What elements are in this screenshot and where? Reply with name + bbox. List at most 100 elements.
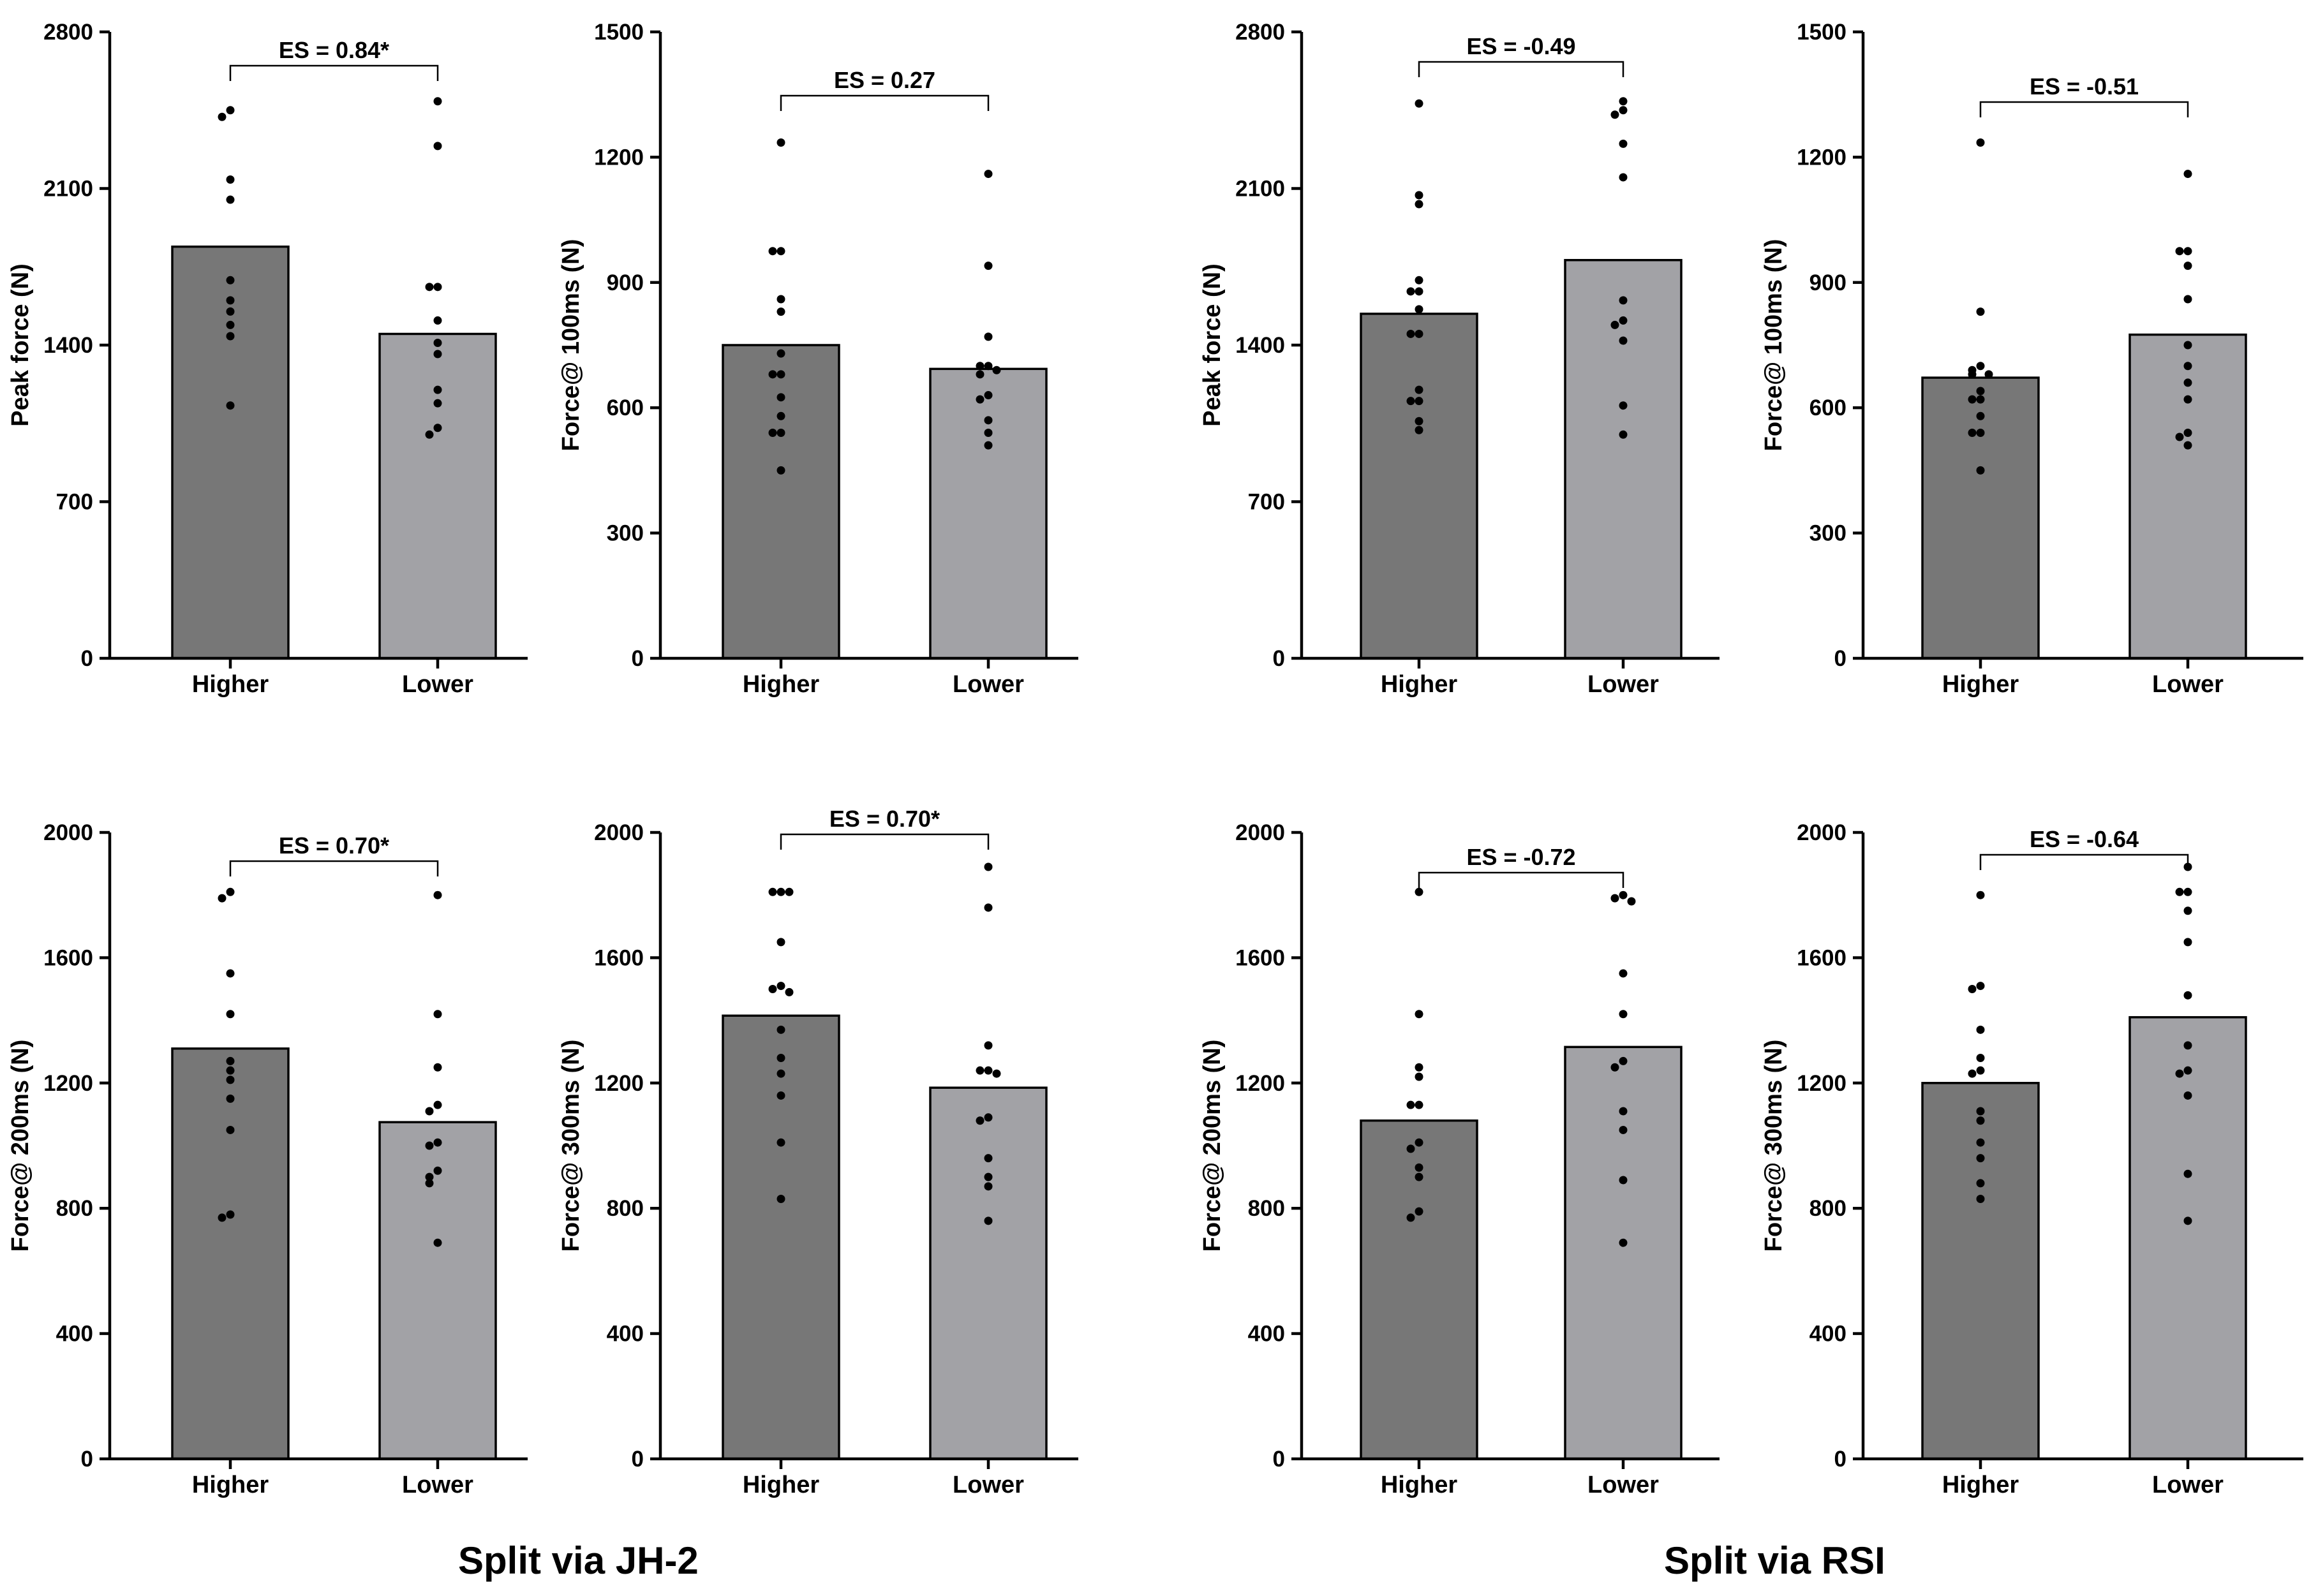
y-tick-label: 2000 bbox=[1235, 820, 1285, 845]
data-point bbox=[425, 1107, 434, 1116]
data-point bbox=[433, 1010, 442, 1019]
es-label: ES = -0.49 bbox=[1466, 33, 1575, 59]
y-tick-label: 0 bbox=[632, 646, 644, 671]
data-point bbox=[226, 1075, 235, 1084]
data-point bbox=[1415, 1063, 1423, 1072]
y-tick-label: 0 bbox=[1273, 1447, 1285, 1472]
data-point bbox=[2183, 395, 2192, 404]
data-point bbox=[1976, 411, 1985, 420]
data-point bbox=[1968, 370, 1977, 379]
data-point bbox=[976, 395, 984, 404]
data-point bbox=[2183, 295, 2192, 304]
data-point bbox=[433, 1238, 442, 1247]
y-tick-label: 0 bbox=[1834, 1447, 1846, 1472]
data-point bbox=[776, 1025, 785, 1034]
data-point bbox=[425, 1172, 434, 1181]
data-point bbox=[768, 887, 777, 896]
data-point bbox=[226, 320, 235, 329]
data-point bbox=[984, 262, 993, 270]
data-point bbox=[984, 1182, 993, 1191]
chart-panel-4: 0 300 600 900 1200 1500 Higher Lower Force@ 100m… bbox=[1760, 20, 2303, 698]
y-tick-label: 700 bbox=[1248, 490, 1285, 515]
data-point bbox=[1619, 969, 1628, 978]
y-tick-label: 1200 bbox=[1797, 145, 1846, 170]
chart-panel-7: 0 400 800 1200 1600 2000 Higher Lower Force@ 200… bbox=[1199, 820, 1720, 1498]
y-tick-label: 1200 bbox=[43, 1071, 93, 1096]
data-point bbox=[1619, 1107, 1628, 1116]
data-point bbox=[1619, 173, 1628, 182]
data-point bbox=[1406, 1213, 1415, 1222]
chart-panel-6: 0 400 800 1200 1600 2000 Higher Lower Force@ 300… bbox=[558, 806, 1078, 1498]
data-point bbox=[2175, 1069, 2184, 1078]
data-point bbox=[984, 170, 993, 179]
data-point bbox=[2183, 362, 2192, 371]
y-tick-label: 800 bbox=[56, 1196, 93, 1221]
y-tick-label: 800 bbox=[607, 1196, 644, 1221]
x-tick-label-higher: Higher bbox=[1381, 671, 1458, 698]
data-point bbox=[1415, 1100, 1423, 1109]
data-point bbox=[433, 350, 442, 358]
data-point bbox=[1619, 1010, 1628, 1019]
bar-lower bbox=[2129, 1016, 2247, 1460]
y-tick-label: 1200 bbox=[1797, 1071, 1846, 1096]
y-tick-label: 600 bbox=[607, 395, 644, 420]
data-point bbox=[776, 349, 785, 358]
data-point bbox=[1976, 395, 1985, 404]
data-point bbox=[1415, 191, 1423, 200]
data-point bbox=[433, 142, 442, 151]
data-point bbox=[2183, 1216, 2192, 1225]
chart-panel-1: 0 700 1400 2100 2800 Higher Lower Peak force (N… bbox=[7, 20, 528, 698]
data-point bbox=[2183, 938, 2192, 947]
data-point bbox=[984, 1172, 993, 1181]
data-point bbox=[2175, 247, 2184, 256]
data-point bbox=[1627, 897, 1636, 906]
data-point bbox=[1619, 1176, 1628, 1185]
data-point bbox=[984, 332, 993, 341]
y-axis-label: Force@ 200ms (N) bbox=[7, 1040, 34, 1252]
data-point bbox=[2183, 441, 2192, 450]
data-point bbox=[984, 1154, 993, 1163]
data-point bbox=[776, 247, 785, 256]
data-point bbox=[1415, 1163, 1423, 1172]
data-point bbox=[433, 97, 442, 106]
bar-higher bbox=[722, 344, 840, 660]
data-point bbox=[984, 1113, 993, 1122]
data-point bbox=[425, 283, 434, 292]
data-point bbox=[976, 370, 984, 379]
data-point bbox=[1406, 287, 1415, 296]
chart-panel-8: 0 400 800 1200 1600 2000 Higher Lower Force@ 300… bbox=[1760, 820, 2303, 1498]
x-tick-label-higher: Higher bbox=[192, 1472, 269, 1498]
data-point bbox=[1968, 985, 1977, 993]
data-point bbox=[785, 887, 794, 896]
bar-lower bbox=[378, 1121, 497, 1460]
x-tick-label-lower: Lower bbox=[402, 671, 473, 698]
data-point bbox=[776, 393, 785, 402]
data-point bbox=[226, 106, 235, 115]
x-tick-label-lower: Lower bbox=[953, 1472, 1024, 1498]
data-point bbox=[1619, 316, 1628, 325]
data-point bbox=[226, 1125, 235, 1134]
data-point bbox=[1976, 1116, 1985, 1125]
data-point bbox=[1619, 296, 1628, 305]
y-tick-label: 2800 bbox=[1235, 20, 1285, 45]
chart-panel-2: 0 300 600 900 1200 1500 Higher Lower Force@ 100m… bbox=[558, 20, 1078, 698]
y-tick-label: 300 bbox=[607, 521, 644, 546]
y-axis-label: Force@ 200ms (N) bbox=[1199, 1040, 1226, 1252]
bar-higher bbox=[722, 1014, 840, 1460]
y-tick-label: 300 bbox=[1809, 521, 1846, 546]
data-point bbox=[984, 1066, 993, 1075]
data-point bbox=[1415, 417, 1423, 425]
data-point bbox=[1976, 307, 1985, 316]
data-point bbox=[1415, 425, 1423, 434]
y-tick-label: 1600 bbox=[43, 945, 93, 970]
y-tick-label: 0 bbox=[1834, 646, 1846, 671]
data-point bbox=[776, 411, 785, 420]
x-tick-label-higher: Higher bbox=[1942, 1472, 2019, 1498]
es-label: ES = 0.84* bbox=[279, 37, 389, 63]
y-tick-label: 900 bbox=[607, 270, 644, 295]
data-point bbox=[1415, 1072, 1423, 1081]
data-point bbox=[2175, 432, 2184, 441]
data-point bbox=[433, 1100, 442, 1109]
y-tick-label: 1200 bbox=[1235, 1071, 1285, 1096]
data-point bbox=[1415, 329, 1423, 338]
